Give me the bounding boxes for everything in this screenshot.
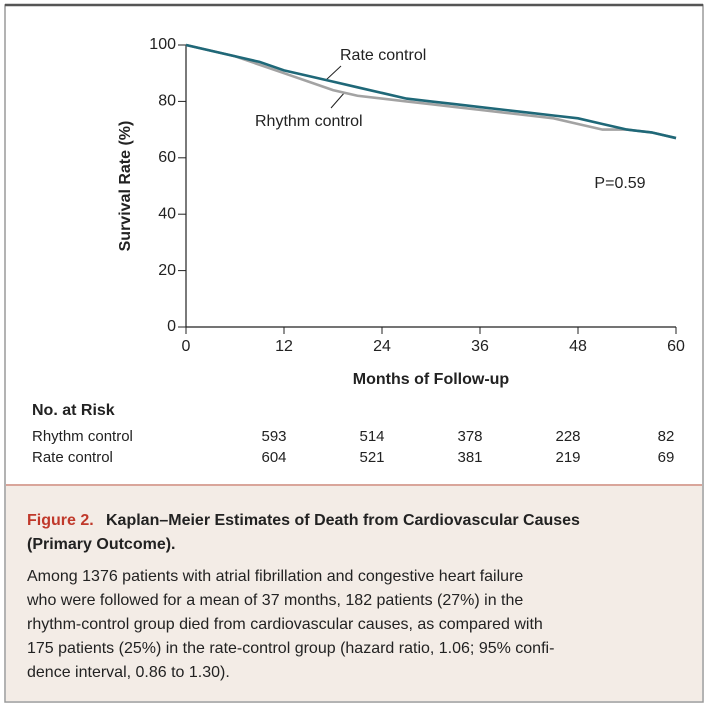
risk-value: 593 — [261, 428, 286, 445]
x-tick-label: 60 — [667, 338, 685, 355]
caption-title: (Primary Outcome). — [27, 536, 175, 553]
caption-title: Kaplan–Meier Estimates of Death from Car… — [106, 512, 580, 529]
risk-value: 521 — [359, 449, 384, 466]
y-tick-label: 0 — [167, 318, 176, 335]
series-label: Rhythm control — [255, 113, 363, 130]
y-tick-label: 40 — [158, 205, 176, 222]
leader-line — [330, 91, 346, 109]
y-tick-label: 80 — [158, 93, 176, 110]
risk-value: 378 — [457, 428, 482, 445]
risk-title: No. at Risk — [32, 402, 115, 419]
risk-row-name: Rate control — [32, 449, 113, 466]
caption-line: Among 1376 patients with atrial fibrilla… — [27, 568, 523, 585]
y-tick-label: 20 — [158, 262, 176, 279]
p-value: P=0.59 — [594, 175, 645, 192]
figure-label: Figure 2. — [27, 512, 94, 529]
y-tick-label: 100 — [149, 36, 176, 53]
risk-value: 69 — [658, 449, 675, 466]
x-axis-title: Months of Follow-up — [353, 371, 510, 388]
leader-line — [325, 65, 342, 81]
y-axis-title: Survival Rate (%) — [117, 121, 134, 252]
caption-line: rhythm-control group died from cardiovas… — [27, 616, 543, 633]
risk-row-name: Rhythm control — [32, 428, 133, 445]
caption-line: 175 patients (25%) in the rate-control g… — [27, 640, 554, 657]
risk-value: 82 — [658, 428, 675, 445]
risk-value: 381 — [457, 449, 482, 466]
risk-value: 514 — [359, 428, 384, 445]
x-tick-label: 36 — [471, 338, 489, 355]
risk-value: 219 — [555, 449, 580, 466]
caption-line: dence interval, 0.86 to 1.30). — [27, 664, 230, 681]
x-tick-label: 48 — [569, 338, 587, 355]
x-tick-label: 12 — [275, 338, 293, 355]
y-tick-label: 60 — [158, 149, 176, 166]
caption-box — [6, 485, 702, 701]
x-tick-label: 0 — [182, 338, 191, 355]
risk-value: 604 — [261, 449, 286, 466]
series-label: Rate control — [340, 47, 426, 64]
survival-curve — [185, 43, 677, 140]
risk-value: 228 — [555, 428, 580, 445]
x-tick-label: 24 — [373, 338, 391, 355]
caption-line: who were followed for a mean of 37 month… — [26, 592, 523, 609]
survival-curve — [185, 43, 677, 140]
